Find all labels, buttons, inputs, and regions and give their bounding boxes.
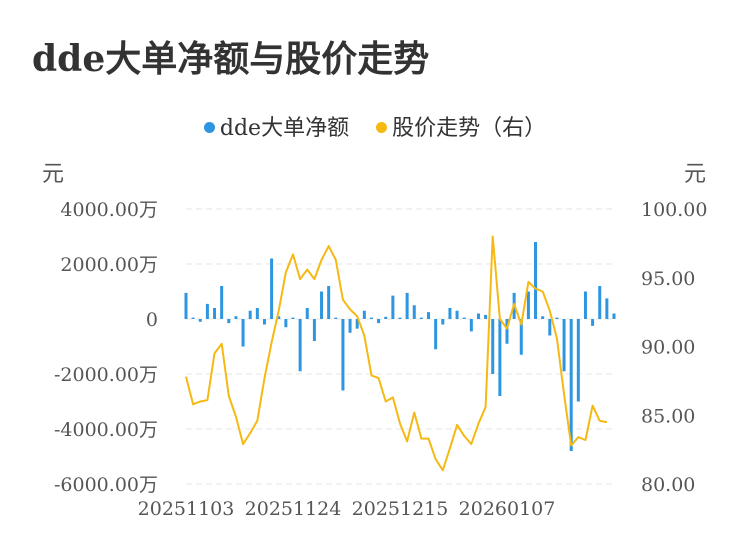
dde-bar (262, 319, 266, 325)
y-right-tick-label: 85.00 (641, 405, 695, 427)
dde-bar (455, 310, 459, 319)
legend: dde大单净额 股价走势（右） (0, 110, 750, 142)
dde-bar (498, 319, 502, 396)
left-axis-unit: 元 (42, 162, 65, 187)
dde-bar (284, 319, 288, 328)
dde-bar (248, 310, 252, 319)
dde-bar (270, 258, 274, 319)
dde-bar (327, 286, 331, 319)
dde-bar (412, 305, 416, 319)
dde-bar (277, 316, 281, 319)
dde-bar (598, 286, 602, 319)
dde-bar (526, 291, 530, 319)
legend-item-price[interactable]: 股价走势（右） (376, 110, 546, 142)
dde-bar (484, 314, 488, 319)
dde-bar (505, 319, 509, 344)
dde-bar (583, 291, 587, 319)
dde-bar (591, 319, 595, 326)
dde-bar (384, 316, 388, 319)
dde-bar (241, 319, 245, 347)
price-line (185, 235, 608, 472)
legend-label-dde: dde大单净额 (219, 116, 350, 141)
legend-dot-icon (376, 121, 388, 133)
dde-bar (419, 317, 423, 319)
dde-bar (205, 303, 209, 319)
y-right-tick-label: 95.00 (641, 268, 695, 290)
dde-bar (569, 319, 573, 451)
dde-bar (469, 319, 473, 332)
x-tick-label: 20260107 (459, 498, 556, 520)
y-left-tick-label: -4000.00万 (54, 419, 158, 441)
dde-bar (441, 319, 445, 325)
y-left-tick-label: -6000.00万 (54, 474, 158, 496)
legend-label-price: 股价走势（右） (392, 116, 547, 141)
y-right-tick-label: 100.00 (641, 199, 707, 221)
dde-bar (369, 317, 373, 319)
dde-bar (562, 319, 566, 372)
chart-title: dde大单净额与股价走势 (32, 38, 430, 80)
y-left-tick-label: 2000.00万 (60, 254, 158, 276)
legend-item-dde[interactable]: dde大单净额 (203, 110, 350, 142)
dde-bar (462, 317, 466, 319)
dde-bar (191, 317, 195, 319)
dde-bar (341, 319, 345, 391)
dde-bar (334, 317, 338, 319)
dde-bar (227, 319, 231, 324)
dde-bar (255, 308, 259, 319)
dde-bar (234, 316, 238, 319)
dde-bar (220, 286, 224, 319)
dde-bar (576, 319, 580, 402)
dde-bar (312, 319, 316, 341)
y-right-tick-label: 90.00 (641, 337, 695, 359)
dde-bar (605, 298, 609, 319)
dde-bar (291, 317, 295, 319)
dde-bar (476, 313, 480, 319)
dde-bar (362, 310, 366, 319)
dde-bar (348, 319, 352, 333)
dde-bar (434, 319, 438, 350)
y-left-tick-label: -2000.00万 (54, 364, 158, 386)
x-tick-label: 20251215 (352, 498, 449, 520)
dde-bar (519, 319, 523, 355)
dde-bar (213, 308, 217, 319)
dde-bar (548, 319, 552, 336)
dde-bar (298, 319, 302, 372)
dde-bar (355, 319, 359, 329)
dde-bar (534, 242, 538, 319)
dde-bar (198, 319, 202, 322)
x-tick-label: 20251124 (245, 498, 342, 520)
dde-bar (391, 295, 395, 319)
x-tick-label: 20251103 (138, 498, 235, 520)
dde-bar (184, 292, 188, 319)
dde-bar (541, 316, 545, 319)
y-right-tick-label: 80.00 (641, 474, 695, 496)
right-axis-unit: 元 (684, 162, 707, 187)
dde-bar (398, 317, 402, 319)
y-left-tick-label: 4000.00万 (60, 199, 158, 221)
dde-bar (427, 312, 431, 319)
legend-dot-icon (203, 121, 215, 133)
dde-bar (320, 291, 324, 319)
dde-bar (377, 319, 381, 324)
dde-bar (405, 292, 409, 319)
dde-bar (305, 308, 309, 319)
dde-bar (612, 313, 616, 319)
dde-bar (491, 319, 495, 374)
dde-bar (555, 317, 559, 319)
dde-bar (448, 308, 452, 319)
y-left-tick-label: 0 (146, 309, 158, 331)
